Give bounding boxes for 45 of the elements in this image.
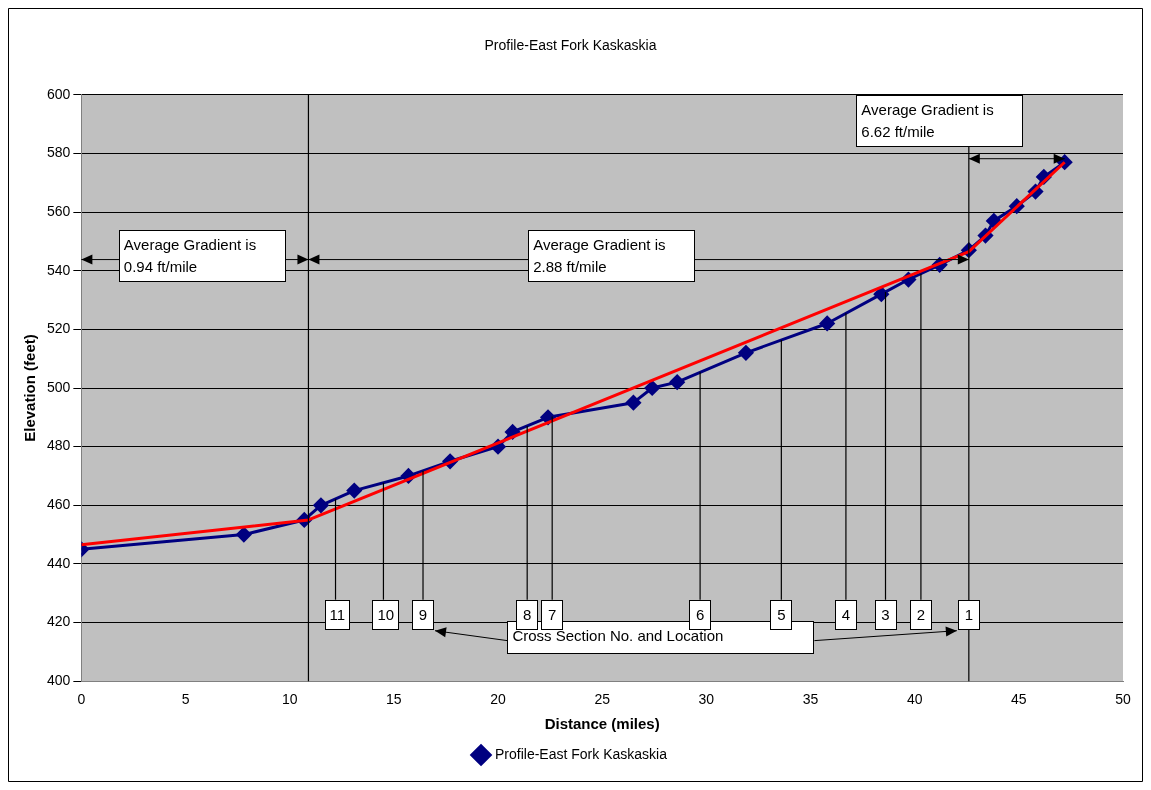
note-box: 8 [516, 599, 539, 630]
point [986, 213, 1002, 229]
note-box: Average Gradient is 6.62 ft/mile [856, 94, 1024, 147]
y-tick-label: 520 [47, 320, 71, 337]
y-tick-label: 500 [47, 378, 71, 395]
x-tick-label: 40 [906, 691, 923, 708]
point [644, 380, 660, 396]
note-box: 6 [689, 599, 712, 630]
x-tick-label: 45 [1011, 691, 1027, 708]
note-box: 7 [541, 599, 564, 630]
point [236, 527, 252, 543]
point [625, 395, 641, 411]
y-tick-label: 540 [47, 261, 71, 278]
y-tick-label: 560 [47, 202, 71, 219]
note-box: 10 [372, 599, 400, 630]
note-box: Average Gradient is 0.94 ft/mile [118, 229, 286, 282]
x-tick-label: 35 [802, 691, 819, 708]
point [819, 316, 835, 331]
y-tick-label: 580 [47, 144, 71, 161]
note-box: 5 [770, 599, 793, 630]
point [346, 483, 362, 499]
point [669, 374, 685, 390]
y-tick-label: 440 [47, 554, 71, 571]
y-axis-title: Elevation (feet) [21, 334, 39, 442]
y-tick-label: 400 [47, 672, 71, 689]
x-tick-label: 5 [181, 691, 190, 708]
point [738, 345, 754, 361]
chart-title: Profile-East Fork Kaskaskia [484, 37, 657, 54]
x-tick-label: 0 [77, 691, 86, 708]
note-box: Average Gradient is 2.88 ft/mile [528, 229, 696, 282]
x-tick-label: 50 [1115, 691, 1131, 708]
y-tick-label: 480 [47, 437, 71, 454]
x-tick-label: 20 [490, 691, 507, 708]
point [313, 497, 329, 513]
x-tick-label: 25 [594, 691, 611, 708]
note-box: 9 [412, 599, 434, 630]
y-tick-label: 460 [47, 496, 71, 513]
x-tick-label: 15 [386, 691, 402, 708]
legend-label: Profile-East Fork Kaskaskia [495, 745, 668, 762]
x-tick-label: 30 [698, 691, 715, 708]
y-tick-label: 600 [47, 85, 71, 102]
x-tick-label: 10 [281, 691, 298, 708]
x-axis-title: Distance (miles) [544, 715, 660, 733]
y-tick-label: 420 [47, 613, 71, 630]
point [873, 286, 889, 302]
